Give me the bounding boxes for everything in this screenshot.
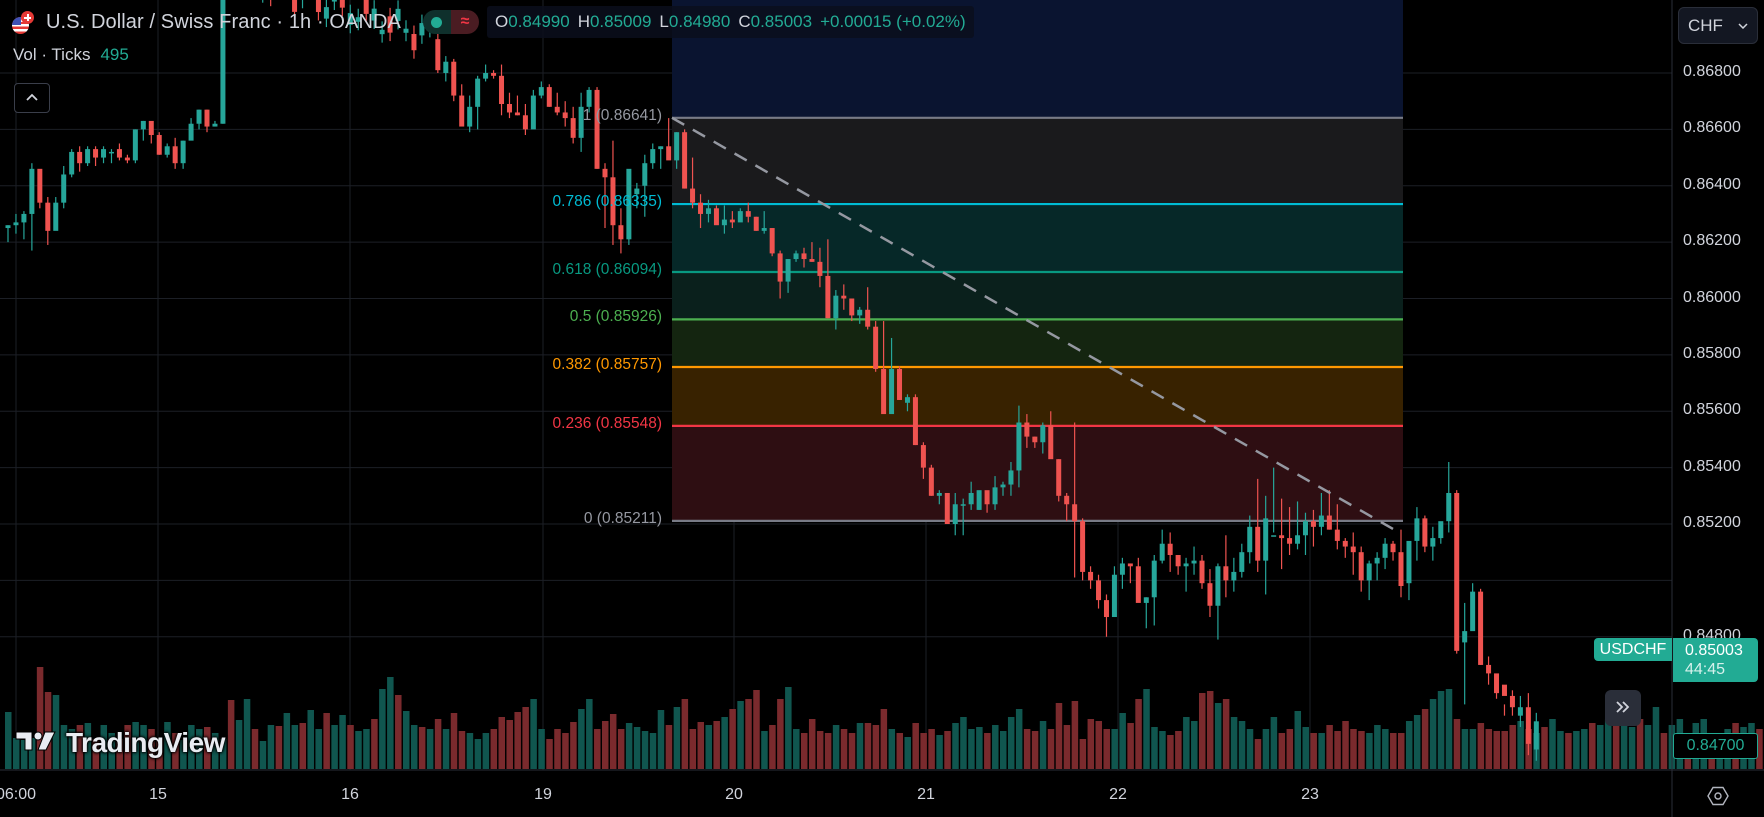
time-axis-label: 23 xyxy=(1301,786,1319,803)
time-axis-label: 15 xyxy=(149,786,167,803)
logo-text: TradingView xyxy=(66,727,225,758)
market-open-dot-icon xyxy=(422,10,451,34)
chevron-up-icon xyxy=(25,90,39,106)
volume-bars xyxy=(5,667,1763,769)
chart-settings-button[interactable] xyxy=(1706,784,1730,808)
price-axis-label: 0.86200 xyxy=(1683,232,1741,250)
double-chevron-right-icon xyxy=(1614,698,1632,719)
chevron-down-icon xyxy=(1738,20,1748,32)
price-axis-label: 0.85400 xyxy=(1683,457,1741,475)
chart-legend: U.S. Dollar / Swiss Franc · 1h · OANDA ≈ xyxy=(12,10,479,34)
ohlc-low: L0.84980 xyxy=(659,12,731,31)
fibonacci-retracement[interactable] xyxy=(672,0,1403,522)
last-price-tag: 0.85003 44:45 xyxy=(1673,638,1758,682)
last-price: 0.85003 xyxy=(1685,642,1743,659)
time-axis-label: 06:00 xyxy=(0,786,37,803)
ohlc-values: O0.84990 H0.85009 L0.84980 C0.85003 +0.0… xyxy=(487,6,974,38)
ohlc-open: O0.84990 xyxy=(495,12,570,31)
fib-trend-line xyxy=(671,116,1394,530)
time-axis-label: 20 xyxy=(725,786,743,803)
fib-label-0: 0 (0.85211) xyxy=(583,509,662,527)
price-axis-label: 0.85600 xyxy=(1683,401,1741,419)
fib-label-0-618: 0.618 (0.86094) xyxy=(552,261,662,278)
time-axis-label: 19 xyxy=(534,786,552,803)
ohlc-close: C0.85003 xyxy=(738,12,813,31)
scroll-to-realtime-button[interactable] xyxy=(1605,690,1641,726)
fib-label-0-5: 0.5 (0.85926) xyxy=(569,308,662,326)
collapse-legend-button[interactable] xyxy=(14,83,50,113)
tradingview-logo[interactable]: TradingView xyxy=(14,727,225,759)
fib-label-0-786: 0.786 (0.86335) xyxy=(552,193,662,211)
market-status-pill[interactable]: ≈ xyxy=(422,10,479,34)
price-axis-label: 0.86600 xyxy=(1683,119,1741,137)
currency-flags-icon xyxy=(12,11,38,34)
hexagon-settings-icon xyxy=(1706,786,1730,812)
price-axis-label: 0.85800 xyxy=(1683,344,1741,362)
fib-label-1: 1 (0.86641) xyxy=(582,106,662,124)
fib-label-0-236: 0.236 (0.85548) xyxy=(552,414,662,432)
price-axis-label: 0.85200 xyxy=(1683,514,1741,531)
symbol-tag: USDCHF xyxy=(1594,638,1672,661)
wave-icon: ≈ xyxy=(450,10,479,34)
price-axis-label: 0.86000 xyxy=(1683,288,1741,306)
price-axis-label: 0.86800 xyxy=(1683,63,1741,80)
tradingview-mark-icon xyxy=(14,729,60,758)
currency-select[interactable]: CHF xyxy=(1678,7,1758,44)
time-axis-label: 16 xyxy=(341,786,359,803)
volume-label[interactable]: Vol · Ticks xyxy=(13,45,91,64)
time-axis-label: 21 xyxy=(917,786,935,803)
price-axis-label: 0.86400 xyxy=(1683,175,1741,193)
time-axis-label: 22 xyxy=(1109,786,1127,803)
crosshair-price-tag: 0.84700 xyxy=(1673,733,1758,759)
fib-label-0-382: 0.382 (0.85757) xyxy=(552,355,662,373)
bar-countdown: 44:45 xyxy=(1685,661,1726,678)
chart-title[interactable]: U.S. Dollar / Swiss Franc · 1h · OANDA xyxy=(46,10,401,33)
ohlc-high: H0.85009 xyxy=(577,12,652,31)
ohlc-change: +0.00015 (+0.02%) xyxy=(820,12,966,31)
candles xyxy=(5,0,1539,761)
currency-value: CHF xyxy=(1688,15,1723,35)
volume-legend: Vol · Ticks 495 xyxy=(13,45,129,65)
volume-value: 495 xyxy=(100,45,129,64)
